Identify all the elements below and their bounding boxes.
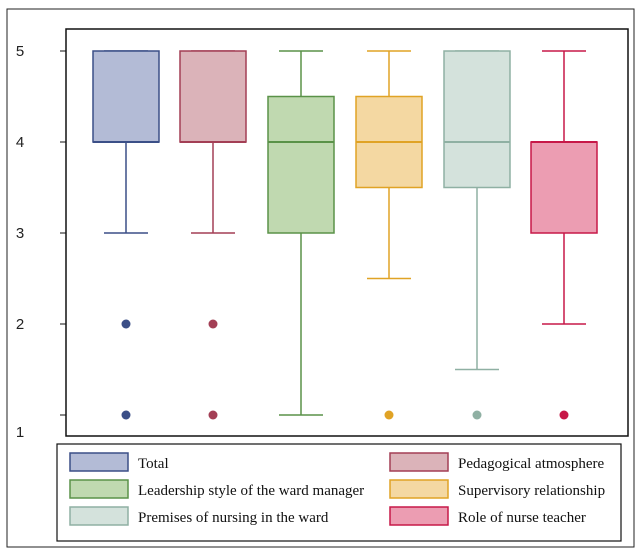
- y-tick-label: 3: [16, 225, 24, 242]
- y-tick-label: 5: [16, 43, 24, 60]
- legend-box: [56, 443, 622, 542]
- legend-label: Leadership style of the ward manager: [138, 483, 364, 499]
- legend-label: Role of nurse teacher: [458, 510, 586, 526]
- outlier-point: [121, 410, 131, 420]
- legend-swatch: [389, 452, 449, 472]
- legend-label: Total: [138, 456, 169, 472]
- legend-swatch: [69, 479, 129, 499]
- iqr-box: [530, 141, 598, 234]
- box-group: [355, 50, 423, 420]
- legend-swatch: [389, 479, 449, 499]
- outlier-point: [208, 319, 218, 329]
- legend-label: Supervisory relationship: [458, 483, 605, 499]
- iqr-box: [267, 95, 335, 234]
- legend: Total Pedagogical atmosphere Leadership st…: [69, 452, 605, 526]
- box-group: [179, 50, 247, 420]
- y-tick-label: 1: [16, 424, 24, 441]
- outlier-point: [384, 410, 394, 420]
- legend-swatch: [69, 452, 129, 472]
- iqr-box: [179, 50, 247, 143]
- y-axis: 1 2 3 4 5: [16, 43, 66, 441]
- box-group: [267, 50, 335, 416]
- legend-label: Pedagogical atmosphere: [458, 456, 605, 472]
- outlier-point: [208, 410, 218, 420]
- outlier-point: [559, 410, 569, 420]
- box-group: [530, 50, 598, 420]
- box-group: [443, 50, 511, 420]
- legend-swatch: [69, 506, 129, 526]
- box-group: [92, 50, 160, 420]
- y-tick-label: 2: [16, 316, 24, 333]
- outlier-point: [472, 410, 482, 420]
- iqr-box: [443, 50, 511, 189]
- legend-label: Premises of nursing in the ward: [138, 510, 329, 526]
- iqr-box: [92, 50, 160, 143]
- legend-swatch: [389, 506, 449, 526]
- outlier-point: [121, 319, 131, 329]
- y-tick-label: 4: [16, 134, 24, 151]
- boxes: [92, 50, 598, 420]
